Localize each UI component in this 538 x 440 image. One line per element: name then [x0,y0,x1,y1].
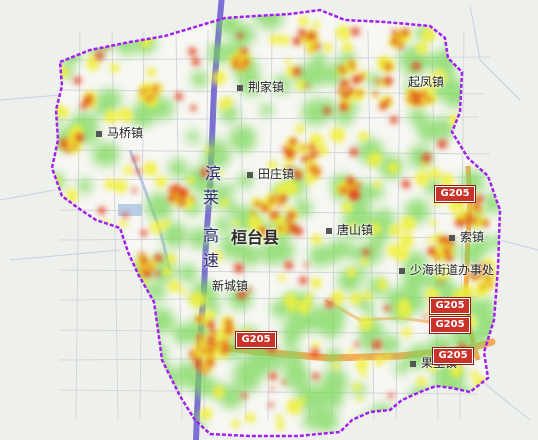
heat-high-density [59,28,497,375]
expressway-label-2: 莱 [203,188,220,207]
local-road [59,389,479,395]
town-label-shaohai[interactable]: 少海街道办事处 [399,261,494,278]
water-body [118,204,142,216]
town-label-tianzhuang[interactable]: 田庄镇 [247,165,294,182]
expressway-label-4: 速 [203,251,220,270]
county-boundary [50,8,502,438]
road-shield-g205: G205 [429,297,471,315]
town-marker [449,234,455,241]
local-road [75,29,81,421]
local-road [59,176,485,181]
road-shield-g205: G205 [235,331,277,349]
outer-road [499,239,538,251]
town-marker [399,267,405,274]
town-label-jingjia[interactable]: 荆家镇 [237,78,284,95]
town-label-suo[interactable]: 索镇 [449,228,484,245]
town-marker [410,360,416,367]
outer-road [469,4,521,101]
town-marker [96,130,102,137]
outer-road [0,189,56,201]
road-shield-g205: G205 [429,316,471,334]
expressway-label-3: 高 [203,226,220,245]
road-shield-g205: G205 [432,347,474,365]
town-marker [326,227,332,234]
town-label-tangshan[interactable]: 唐山镇 [326,221,373,238]
town-label-majiao[interactable]: 马桥镇 [96,124,143,141]
town-marker [237,84,243,91]
town-marker [247,171,253,178]
road-shield-g205: G205 [434,185,476,203]
town-label-qifeng[interactable]: 起凤镇 [408,75,445,89]
outer-road [9,249,121,261]
town-label-xincheng[interactable]: 新城镇 [212,279,249,293]
expressway-label-1: 滨 [205,164,222,183]
county-label: 桓台县 [231,228,280,247]
outer-road [479,379,531,421]
outer-road [0,94,61,101]
